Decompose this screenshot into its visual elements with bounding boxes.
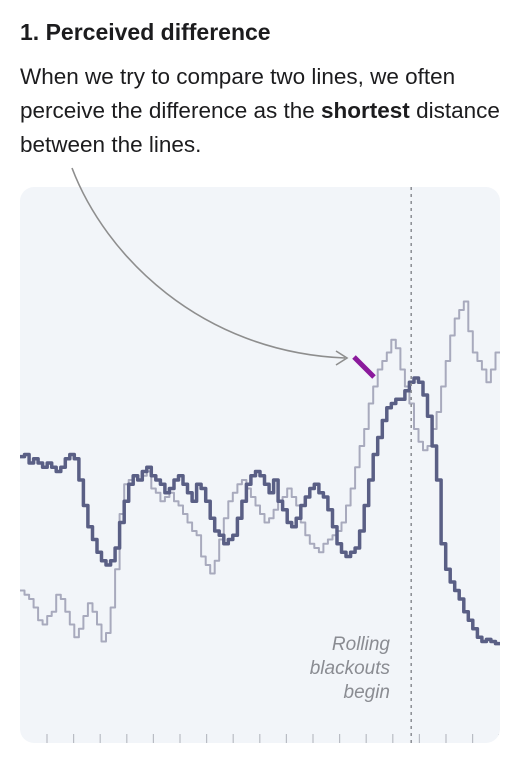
secondary-series-line [20,300,500,643]
description-emphasis: shortest [321,98,410,123]
annotation-line-3: begin [344,682,391,703]
chart-panel [20,187,500,743]
annotation-line-1: Rolling [332,634,391,655]
description-part-1: When we try to compare two lines, we oft… [20,64,456,123]
description-part-2: distance between the lines. [20,98,500,157]
shortest-difference-segment [352,355,376,379]
description-text: When we try to compare two lines, we oft… [20,60,500,162]
callout-arrow [71,167,346,359]
primary-series-line [20,376,500,646]
arrowhead-icon [335,350,349,366]
annotation-line-2: blackouts [310,658,391,679]
section-title: 1. Perceived difference [20,19,271,45]
x-axis-ticks [46,734,500,743]
